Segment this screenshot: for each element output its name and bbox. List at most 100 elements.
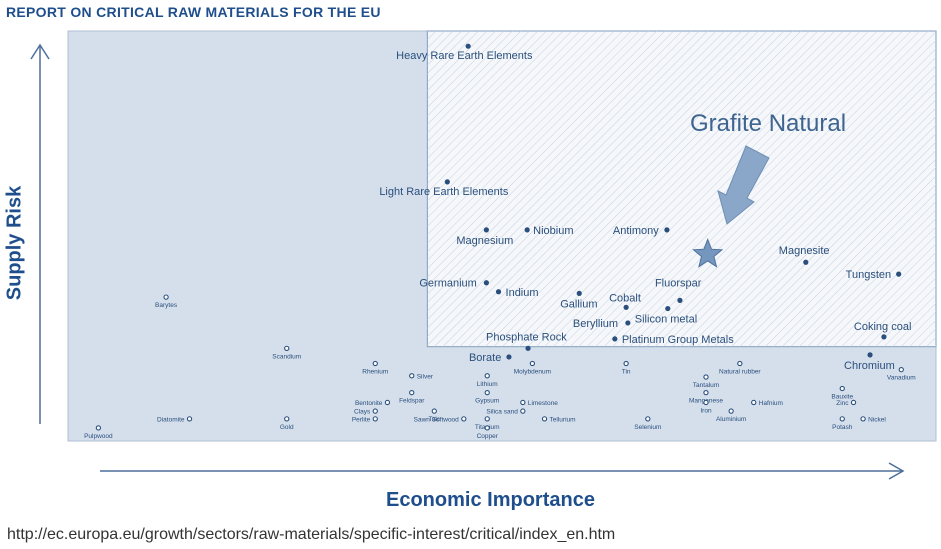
marker-coking-coal (881, 334, 887, 340)
label-clays: Clays (354, 409, 371, 416)
marker-hafnium (751, 399, 757, 406)
label-tungsten: Tungsten (846, 269, 891, 281)
marker-beryllium (625, 320, 631, 326)
label-pulpwood: Pulpwood (84, 433, 113, 440)
star-icon (692, 238, 724, 268)
label-nickel: Nickel (868, 416, 886, 423)
label-hafnium: Hafnium (759, 400, 783, 407)
marker-tellurium (541, 416, 548, 422)
marker-pulpwood (95, 425, 102, 431)
label-feldspar: Feldspar (399, 398, 425, 405)
label-limestone: Limestone (528, 400, 558, 407)
label-talc: Talc (429, 416, 441, 423)
marker-silica-sand (520, 408, 526, 414)
marker-perlite (372, 416, 378, 422)
marker-selenium (645, 416, 651, 422)
label-silicon-metal: Silicon metal (635, 314, 697, 326)
source-link[interactable]: http://ec.europa.eu/growth/sectors/raw-m… (7, 526, 616, 543)
marker-indium (495, 289, 502, 295)
marker-cobalt (623, 304, 629, 310)
marker-gold (284, 416, 290, 422)
label-bentonite: Bentonite (355, 400, 383, 407)
y-axis-title: Supply Risk (3, 185, 26, 301)
x-axis-arrow (100, 462, 905, 480)
label-magnesite: Magnesite (779, 245, 830, 257)
marker-lithium (484, 373, 490, 379)
label-coking-coal: Coking coal (854, 321, 911, 333)
label-antimony: Antimony (613, 225, 659, 237)
marker-zinc (850, 399, 857, 406)
marker-niobium (524, 227, 530, 233)
marker-natural-rubber (737, 360, 743, 367)
marker-magnesium (483, 227, 489, 233)
marker-tin (623, 360, 629, 367)
label-chromium: Chromium (844, 360, 895, 372)
marker-silver (409, 373, 415, 379)
marker-iron (703, 399, 709, 406)
label-platinum-group-metals: Platinum Group Metals (622, 334, 734, 346)
label-copper: Copper (477, 433, 499, 440)
label-niobium: Niobium (533, 225, 573, 237)
marker-titanium (484, 416, 490, 422)
label-beryllium: Beryllium (573, 318, 618, 330)
label-iron: Iron (700, 407, 712, 414)
marker-sawn-softwood (461, 416, 467, 422)
label-silica-sand: Silica sand (486, 409, 518, 416)
marker-manganese (703, 389, 709, 396)
label-cobalt: Cobalt (609, 292, 641, 304)
marker-molybdenum (529, 360, 536, 367)
label-perlite: Perlite (352, 416, 371, 423)
marker-germanium (483, 280, 489, 286)
label-gypsum: Gypsum (475, 398, 499, 405)
marker-diatomite (186, 416, 193, 422)
marker-gypsum (484, 389, 490, 396)
label-zinc: Zinc (836, 400, 849, 407)
label-selenium: Selenium (634, 424, 661, 431)
marker-heavy-rare-earth-elements (465, 43, 471, 49)
label-tin: Tin (622, 369, 631, 376)
marker-gallium (576, 290, 582, 296)
marker-platinum-group-metals (612, 336, 618, 342)
marker-phosphate-rock (525, 345, 531, 351)
y-axis-arrow (30, 43, 50, 424)
marker-potash (839, 416, 845, 422)
marker-tantalum (703, 374, 709, 380)
label-rhenium: Rhenium (362, 369, 388, 376)
label-phosphate-rock: Phosphate Rock (486, 331, 567, 343)
label-bauxite: Bauxite (831, 394, 853, 401)
marker-chromium (867, 352, 873, 358)
label-molybdenum: Molybdenum (514, 369, 551, 376)
label-lithium: Lithium (477, 381, 498, 388)
x-axis-title: Economic Importance (386, 489, 595, 511)
label-silver: Silver (417, 373, 434, 380)
marker-copper (484, 425, 490, 431)
marker-talc (431, 408, 437, 414)
label-natural-rubber: Natural rubber (719, 369, 761, 376)
marker-antimony (664, 227, 670, 233)
label-sawn-softwood: Sawn Softwood (414, 416, 460, 423)
marker-borate (506, 354, 512, 360)
marker-bentonite (384, 399, 391, 406)
label-light-rare-earth-elements: Light Rare Earth Elements (379, 186, 509, 198)
marker-rhenium (372, 360, 378, 367)
label-barytes: Barytes (155, 302, 178, 309)
marker-limestone (520, 399, 526, 406)
marker-aluminium (728, 408, 734, 414)
marker-tungsten (896, 271, 902, 277)
marker-vanadium (898, 367, 904, 373)
marker-bauxite (839, 385, 845, 392)
marker-feldspar (409, 389, 415, 396)
label-magnesium: Magnesium (456, 235, 513, 247)
label-aluminium: Aluminium (716, 416, 746, 423)
label-vanadium: Vanadium (887, 375, 916, 382)
label-fluorspar: Fluorspar (655, 277, 702, 289)
report-title: REPORT ON CRITICAL RAW MATERIALS FOR THE… (6, 4, 381, 20)
label-diatomite: Diatomite (157, 416, 185, 423)
marker-fluorspar (677, 297, 683, 303)
marker-light-rare-earth-elements (444, 179, 450, 185)
label-borate: Borate (469, 352, 501, 364)
label-gold: Gold (280, 424, 294, 431)
annotation-label: Grafite Natural (690, 110, 846, 137)
grafite-annotation: Grafite Natural (690, 110, 846, 268)
